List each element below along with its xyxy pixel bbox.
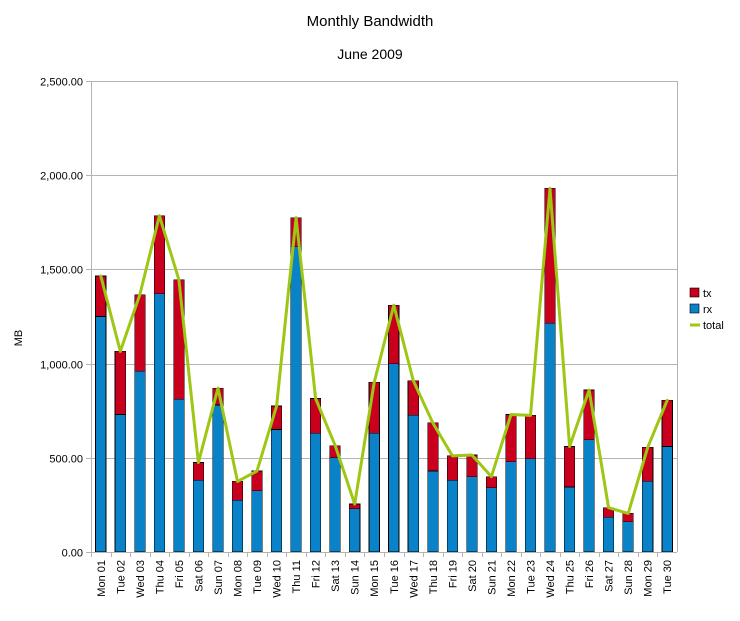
- legend-swatch-rx: [689, 303, 700, 314]
- x-tick-label: Thu 04: [154, 560, 166, 594]
- y-tick-labels: 0.00 500.00 1,000.00 1,500.00 2,000.00 2,500.…: [40, 77, 83, 560]
- bar-tx: [524, 415, 537, 460]
- x-tick-label: Wed 03: [135, 560, 147, 598]
- bar-rx: [642, 481, 654, 553]
- bar-rx: [466, 476, 478, 553]
- legend-label-rx: rx: [703, 304, 713, 316]
- bar-rx: [134, 370, 146, 553]
- x-tick-label: Mon 08: [233, 560, 245, 597]
- bar-rx: [505, 461, 517, 553]
- x-tick-label: Sat 27: [604, 560, 616, 592]
- x-tick-label: Fri 19: [447, 560, 459, 588]
- bar-tx: [192, 462, 205, 481]
- x-tick-label: Fri 05: [174, 560, 186, 588]
- total-line: [99, 186, 669, 515]
- x-tick-label: Sun 28: [623, 560, 635, 595]
- bar-tx: [114, 351, 126, 415]
- bar-rx: [329, 457, 341, 553]
- y-tick-label: 2,500.00: [40, 77, 83, 89]
- x-tick-label: Tue 02: [115, 560, 127, 594]
- x-tick-label: Thu 18: [428, 560, 440, 594]
- bar-rx: [485, 487, 498, 553]
- x-tick-labels: Mon 01 Tue 02 Wed 03 Thu 04 Fri 05 Sat 06 Sun …: [96, 560, 674, 598]
- legend-label-total: total: [703, 320, 724, 332]
- x-tick-label: Mon 01: [96, 560, 108, 597]
- x-tick-label: Fri 12: [311, 560, 323, 588]
- bar-rx: [310, 433, 322, 553]
- bar-rx: [388, 363, 400, 553]
- bar-tx: [95, 275, 107, 317]
- x-tick-label: Thu 25: [565, 560, 577, 594]
- bar-tx: [173, 279, 185, 400]
- x-tick-label: Wed 10: [272, 560, 284, 598]
- grid-lines: [86, 81, 678, 553]
- x-tick-label: Tue 16: [389, 560, 401, 594]
- legend-label-tx: tx: [703, 288, 712, 300]
- x-tick-label: Sun 07: [213, 560, 225, 595]
- bar-rx: [349, 508, 361, 553]
- x-tick-label: Sun 14: [350, 560, 362, 595]
- y-tick-label: 2,000.00: [40, 171, 83, 183]
- bars: [91, 188, 677, 557]
- legend: tx rx total: [689, 287, 724, 332]
- x-tick-label: Sat 06: [193, 560, 205, 592]
- bar-rx: [544, 322, 556, 553]
- x-tick-label: Tue 09: [252, 560, 264, 594]
- bar-rx: [368, 433, 380, 553]
- x-tick-label: Mon 29: [643, 560, 655, 597]
- y-axis-label: MB: [13, 330, 25, 347]
- bar-rx: [427, 470, 439, 553]
- total-line-layer: [99, 186, 669, 515]
- bar-rx: [524, 458, 537, 553]
- bar-rx: [583, 439, 595, 553]
- bar-rx: [661, 446, 673, 553]
- y-tick-label: 500.00: [49, 454, 83, 466]
- bar-rx: [407, 415, 419, 553]
- x-tick-label: Wed 17: [408, 560, 420, 598]
- y-tick-label: 1,500.00: [40, 265, 83, 277]
- y-tick-label: 0.00: [62, 548, 83, 560]
- bar-rx: [192, 480, 205, 553]
- chart-subtitle: June 2009: [337, 46, 403, 62]
- bar-rx: [231, 499, 244, 553]
- bar-rx: [270, 429, 283, 553]
- bar-rx: [603, 516, 615, 553]
- x-tick-label: Sat 20: [467, 560, 479, 592]
- bar-rx: [446, 480, 458, 553]
- x-tick-label: Sat 13: [330, 560, 342, 592]
- chart-title: Monthly Bandwidth: [307, 13, 434, 30]
- bar-rx: [563, 486, 576, 553]
- bar-rx: [173, 399, 185, 553]
- bar-rx: [290, 246, 302, 553]
- x-tick-label: Thu 11: [291, 560, 303, 593]
- x-tick-label: Tue 23: [526, 560, 538, 594]
- bar-rx: [95, 316, 107, 553]
- bar-rx: [622, 521, 634, 553]
- bar-tx: [485, 476, 498, 489]
- x-tick-label: Sun 21: [486, 560, 498, 595]
- bar-tx: [231, 481, 244, 501]
- bar-rx: [212, 404, 224, 553]
- x-tick-label: Tue 30: [662, 560, 674, 594]
- bar-rx: [114, 414, 126, 553]
- bar-tx: [446, 455, 458, 481]
- y-tick-label: 1,000.00: [40, 360, 83, 372]
- bar-rx: [251, 490, 263, 553]
- x-tick-label: Mon 15: [369, 560, 381, 597]
- bar-rx: [153, 293, 165, 553]
- x-tick-label: Wed 24: [545, 560, 557, 598]
- legend-swatch-tx: [689, 287, 700, 298]
- bar-tx: [563, 446, 576, 488]
- x-tick-label: Mon 22: [506, 560, 518, 597]
- x-tick-label: Fri 26: [584, 560, 596, 588]
